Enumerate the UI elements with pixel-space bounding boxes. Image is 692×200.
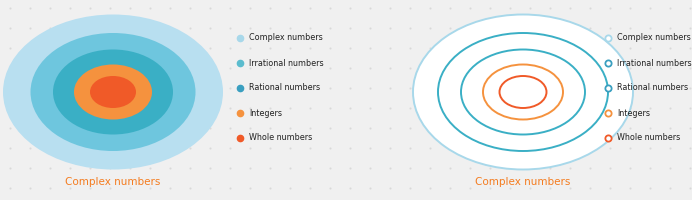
Ellipse shape bbox=[461, 49, 585, 134]
Text: Irrational numbers: Irrational numbers bbox=[617, 58, 691, 68]
Ellipse shape bbox=[90, 76, 136, 108]
Text: Rational numbers: Rational numbers bbox=[617, 84, 688, 92]
Text: Whole numbers: Whole numbers bbox=[617, 134, 680, 142]
Text: Whole numbers: Whole numbers bbox=[249, 134, 312, 142]
Ellipse shape bbox=[3, 15, 223, 170]
Text: Integers: Integers bbox=[249, 108, 282, 117]
Ellipse shape bbox=[53, 49, 173, 134]
Ellipse shape bbox=[413, 15, 633, 170]
Text: Complex numbers: Complex numbers bbox=[617, 33, 691, 43]
Text: Complex numbers: Complex numbers bbox=[475, 177, 571, 187]
Text: Complex numbers: Complex numbers bbox=[249, 33, 322, 43]
Ellipse shape bbox=[74, 64, 152, 119]
Ellipse shape bbox=[30, 33, 196, 151]
Text: Integers: Integers bbox=[617, 108, 650, 117]
Ellipse shape bbox=[500, 76, 547, 108]
Text: Rational numbers: Rational numbers bbox=[249, 84, 320, 92]
Text: Irrational numbers: Irrational numbers bbox=[249, 58, 324, 68]
Ellipse shape bbox=[438, 33, 608, 151]
Ellipse shape bbox=[483, 64, 563, 119]
Text: Complex numbers: Complex numbers bbox=[65, 177, 161, 187]
